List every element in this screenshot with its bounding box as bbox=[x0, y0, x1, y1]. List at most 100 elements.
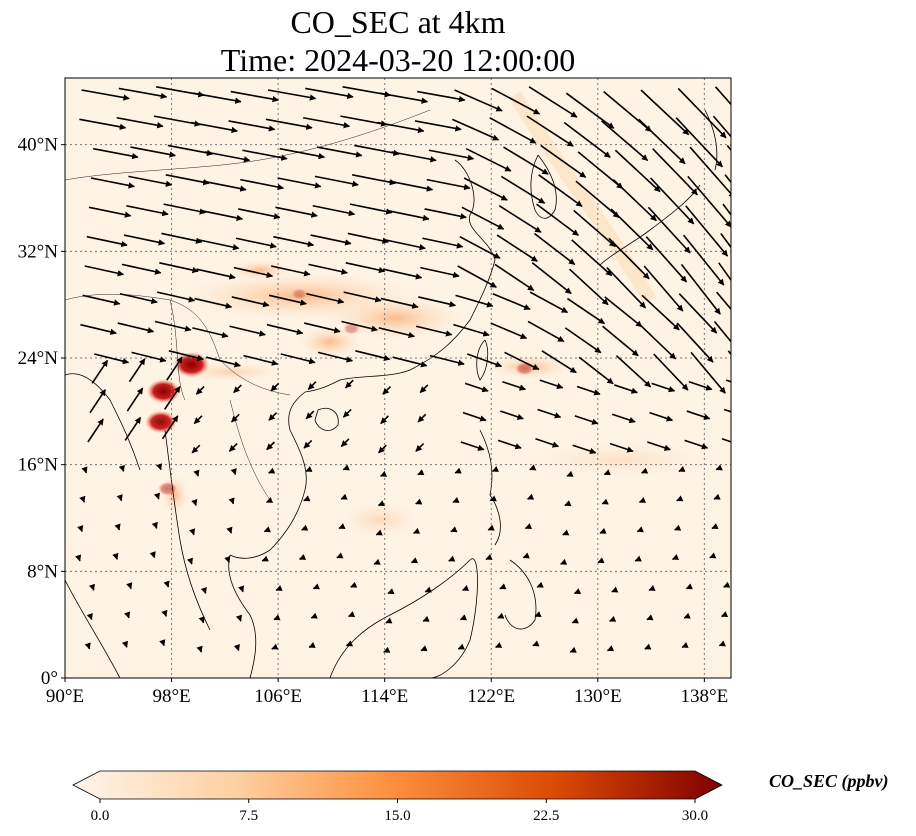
wind-arrow bbox=[265, 496, 274, 503]
wind-arrow bbox=[597, 557, 605, 564]
wind-arrow bbox=[378, 327, 415, 339]
wind-arrow bbox=[634, 555, 642, 562]
wind-arrow bbox=[128, 358, 146, 383]
colorbar-tick-label: 15.0 bbox=[384, 808, 410, 824]
map-title: CO_SEC at 4km bbox=[290, 4, 506, 40]
wind-arrow bbox=[79, 118, 127, 130]
wind-arrow bbox=[641, 467, 649, 474]
colorbar-title: CO_SEC (ppbv) bbox=[769, 771, 889, 792]
wind-arrow bbox=[651, 382, 676, 393]
wind-arrow bbox=[457, 643, 465, 650]
wind-arrow bbox=[128, 175, 173, 187]
wind-arrow bbox=[643, 265, 684, 312]
wind-arrow bbox=[161, 609, 168, 617]
wind-arrow bbox=[534, 611, 542, 618]
wind-arrow bbox=[601, 498, 609, 505]
hotspot bbox=[514, 361, 535, 376]
wind-arrow bbox=[202, 180, 247, 192]
wind-arrow bbox=[156, 291, 196, 303]
wind-arrow bbox=[678, 466, 686, 472]
lon-tick-label: 138°E bbox=[681, 686, 729, 707]
wind-arrow bbox=[611, 586, 619, 593]
lat-tick-label: 32°N bbox=[18, 241, 59, 262]
wind-arrow bbox=[489, 495, 497, 502]
wind-arrow bbox=[571, 617, 579, 624]
wind-arrow bbox=[417, 413, 427, 423]
wind-arrow bbox=[647, 441, 671, 451]
wind-arrow bbox=[606, 267, 647, 309]
wind-arrow bbox=[392, 356, 428, 368]
wind-arrow bbox=[689, 146, 731, 199]
wind-arrow bbox=[537, 408, 562, 419]
wind-arrow bbox=[304, 322, 341, 334]
wind-arrow bbox=[500, 175, 546, 204]
wind-arrow bbox=[573, 209, 616, 248]
wind-arrow bbox=[611, 413, 636, 424]
colorbar-ticks: 0.0 7.5 15.0 22.5 30.0 bbox=[91, 799, 708, 824]
wind-arrow bbox=[243, 354, 279, 366]
wind-arrow bbox=[200, 209, 244, 222]
wind-arrow bbox=[424, 586, 432, 593]
co-field bbox=[161, 91, 720, 538]
wind-arrow bbox=[200, 586, 207, 595]
wind-arrow bbox=[603, 90, 652, 133]
wind-arrow bbox=[448, 555, 456, 562]
wind-arrow bbox=[422, 615, 430, 622]
wind-arrow bbox=[569, 268, 609, 306]
wind-arrow bbox=[166, 356, 183, 381]
wind-arrow bbox=[418, 296, 456, 308]
wind-arrow bbox=[382, 268, 423, 280]
wind-arrow bbox=[453, 323, 490, 337]
wind-arrow bbox=[614, 149, 661, 193]
wind-arrow bbox=[375, 529, 383, 536]
wind-arrow bbox=[273, 235, 315, 248]
wind-arrow bbox=[119, 292, 158, 305]
wind-arrow bbox=[648, 584, 656, 591]
wind-arrow bbox=[124, 611, 131, 619]
wind-arrow bbox=[426, 178, 471, 191]
wind-arrow bbox=[345, 379, 354, 389]
wind-arrow bbox=[578, 356, 614, 385]
map-background bbox=[65, 78, 731, 678]
wind-arrow bbox=[649, 411, 674, 422]
wind-arrow bbox=[75, 554, 82, 562]
wind-arrow bbox=[88, 206, 132, 218]
wind-arrow bbox=[560, 558, 568, 565]
wind-arrow bbox=[685, 583, 693, 590]
wind-arrow bbox=[727, 350, 731, 356]
wind-arrow bbox=[541, 350, 577, 374]
wind-arrow bbox=[77, 525, 84, 533]
wind-arrow bbox=[193, 469, 200, 477]
wind-arrow bbox=[379, 92, 429, 104]
wind-arrow bbox=[609, 442, 634, 453]
wind-arrow bbox=[342, 464, 350, 471]
wind-arrow bbox=[536, 203, 579, 237]
wind-arrow bbox=[387, 209, 430, 222]
wind-arrow bbox=[709, 552, 717, 559]
wind-arrow bbox=[420, 266, 460, 278]
lat-tick-label: 0° bbox=[41, 668, 58, 689]
wind-arrow bbox=[196, 268, 236, 280]
wind-arrow bbox=[450, 526, 458, 533]
wind-arrow bbox=[198, 239, 240, 251]
wind-arrow bbox=[299, 554, 307, 560]
wind-arrow bbox=[538, 174, 583, 207]
wind-arrow bbox=[373, 558, 381, 565]
wind-arrow bbox=[194, 297, 233, 309]
wind-arrow bbox=[130, 146, 176, 158]
wind-arrow bbox=[677, 87, 727, 139]
wind-arrow bbox=[683, 612, 691, 619]
wind-arrow bbox=[229, 325, 266, 337]
lat-tick-label: 8°N bbox=[27, 561, 58, 582]
wind-arrow bbox=[380, 297, 419, 309]
wind-arrow bbox=[574, 415, 599, 425]
hotspot-layer bbox=[144, 288, 535, 496]
hotspot bbox=[144, 410, 177, 434]
wind-arrow bbox=[123, 234, 166, 246]
wind-arrow bbox=[572, 444, 597, 455]
wind-arrow bbox=[86, 613, 93, 621]
wind-arrow bbox=[599, 527, 607, 534]
wind-arrow bbox=[498, 205, 542, 233]
wind-arrow bbox=[224, 555, 231, 564]
